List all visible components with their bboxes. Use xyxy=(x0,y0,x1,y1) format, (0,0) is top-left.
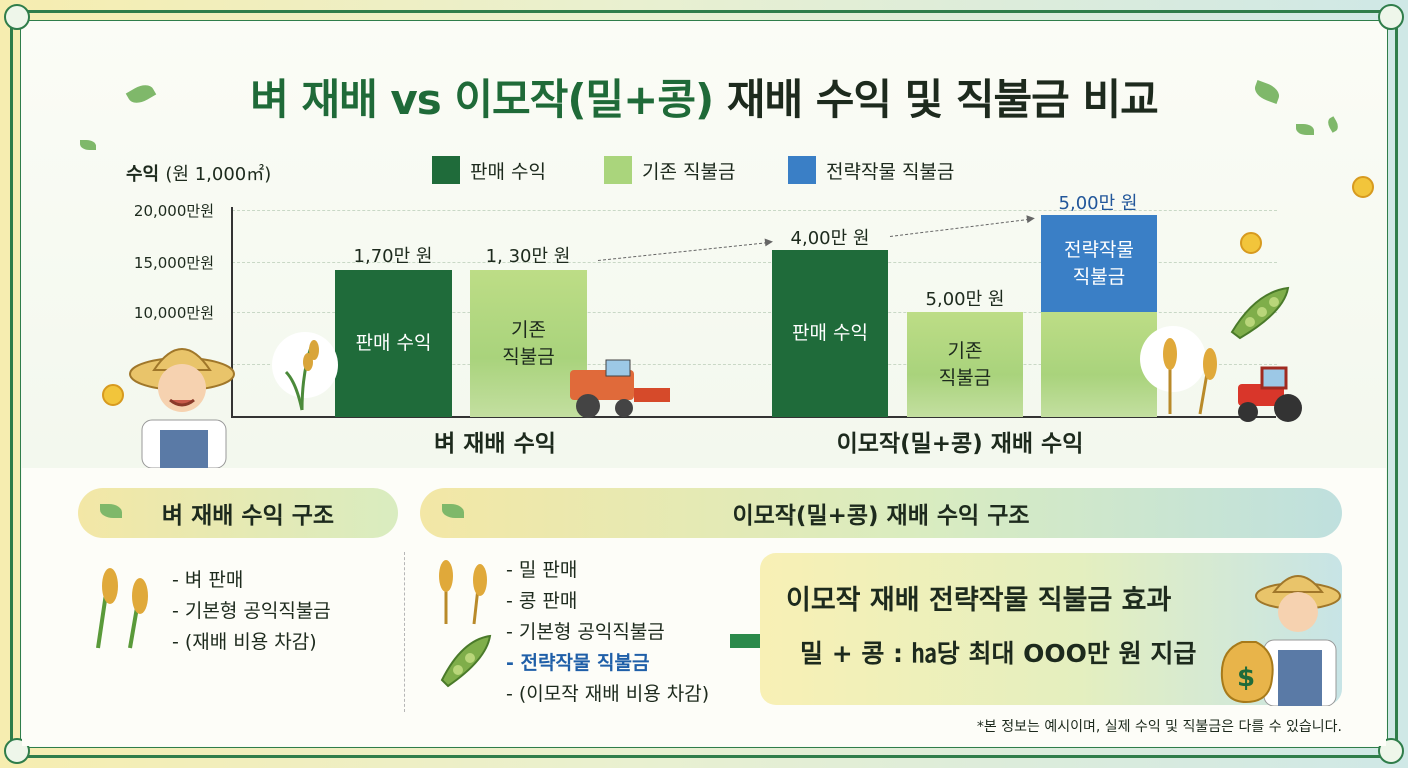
bar-value-label: 4,00만 원 xyxy=(790,228,870,249)
rice-structure-header: 벼 재배 수익 구조 xyxy=(78,488,398,538)
list-item: - 기본형 공익직불금 xyxy=(506,621,665,643)
coin-icon xyxy=(1352,176,1374,198)
legend-swatch xyxy=(788,156,816,184)
harvester-illustration xyxy=(566,358,672,424)
legend-item: 판매 수익 xyxy=(432,156,546,184)
group-label-double: 이모작(밀+콩) 재배 수익 xyxy=(836,431,1084,457)
bar-inner-label: 기존 직불금 xyxy=(502,318,555,368)
bar-inner-label: 판매 수익 xyxy=(792,322,868,344)
svg-text:$: $ xyxy=(1237,663,1255,693)
farmer-illustration xyxy=(128,334,240,472)
page-title: 벼 재배 vs 이모작(밀+콩) 재배 수익 및 직불금 비교 xyxy=(0,66,1408,127)
bar-inner-label: 기존 직불금 xyxy=(938,339,992,389)
leaf-icon xyxy=(80,140,96,150)
leaf-icon xyxy=(100,504,122,518)
bar-value-label: 5,00만 원 xyxy=(925,289,1005,310)
outer-frame xyxy=(10,10,1398,758)
divider xyxy=(404,552,405,712)
legend-swatch xyxy=(604,156,632,184)
y-axis xyxy=(231,207,233,417)
wheat-icon xyxy=(428,556,498,630)
footnote: *본 정보는 예시이며, 실제 수익 및 직불금은 다를 수 있습니다. xyxy=(976,719,1342,735)
bar-double-subsidy: 기존 직불금 xyxy=(907,312,1023,417)
x-axis xyxy=(231,416,1276,418)
bar-rice-subsidy: 기존 직불금 xyxy=(470,270,587,417)
rice-structure-title: 벼 재배 수익 구조 xyxy=(161,503,335,529)
corner-ornament xyxy=(4,4,30,30)
legend-item: 전략작물 직불금 xyxy=(788,156,954,184)
list-item: - 콩 판매 xyxy=(506,590,578,612)
gridline xyxy=(232,312,1277,313)
list-item: - 밀 판매 xyxy=(506,559,578,581)
corner-ornament xyxy=(1378,4,1404,30)
bar-double-sales: 판매 수익 xyxy=(772,250,888,417)
bar-strategic-base xyxy=(1041,312,1157,417)
y-tick-label: 20,000만원 xyxy=(133,202,214,220)
effect-title: 이모작 재배 전략작물 직불금 효과 xyxy=(786,585,1172,616)
soybean-icon xyxy=(436,630,496,694)
list-item: - 벼 판매 xyxy=(172,569,244,591)
tractor-illustration xyxy=(1232,366,1308,428)
title-part-rice: 벼 재배 vs xyxy=(250,75,455,124)
wheat-icon xyxy=(1140,326,1217,415)
gridline xyxy=(232,262,1277,263)
gridline xyxy=(232,364,1277,365)
list-item: - (재배 비용 차감) xyxy=(172,631,317,653)
legend-item: 기존 직불금 xyxy=(604,156,735,184)
bar-value-label: 1,70만 원 xyxy=(353,246,433,267)
double-structure-title: 이모작(밀+콩) 재배 수익 구조 xyxy=(732,503,1030,529)
coin-icon xyxy=(1240,232,1262,254)
list-item-highlight: - 전략작물 직불금 xyxy=(506,652,650,674)
rice-plant-icon xyxy=(74,560,164,654)
leaf-icon xyxy=(442,504,464,518)
bar-rice-sales: 판매 수익 xyxy=(335,270,452,417)
soybean-icon xyxy=(1226,282,1296,346)
y-tick-label: 10,000만원 xyxy=(133,304,214,322)
list-item: - (이모작 재배 비용 차감) xyxy=(506,683,710,705)
coin-icon xyxy=(102,384,124,406)
bar-value-label: 5,00만 원 xyxy=(1058,193,1138,214)
bar-strategic-subsidy: 전략작물 직불금 xyxy=(1041,215,1157,312)
group-label-rice: 벼 재배 수익 xyxy=(434,431,556,457)
farmer-moneybag-illustration: $ xyxy=(1212,566,1352,710)
y-tick-label: 15,000만원 xyxy=(133,254,214,272)
gridline xyxy=(232,210,1277,211)
bar-inner-label: 판매 수익 xyxy=(355,332,432,354)
effect-line: 밀 + 콩 : ㏊당 최대 OOO만 원 지급 xyxy=(800,639,1197,668)
bar-inner-label: 전략작물 직불금 xyxy=(1064,238,1134,288)
bar-value-label: 1, 30만 원 xyxy=(485,246,571,267)
legend-swatch xyxy=(432,156,460,184)
y-axis-unit: (원 1,000㎡) xyxy=(165,164,272,185)
list-item: - 기본형 공익직불금 xyxy=(172,600,331,622)
leaf-icon xyxy=(1296,124,1314,135)
y-axis-title: 수익 (원 1,000㎡) xyxy=(126,164,272,185)
title-part-rest: 재배 수익 및 직불금 비교 xyxy=(713,75,1159,124)
double-structure-header: 이모작(밀+콩) 재배 수익 구조 xyxy=(420,488,1342,538)
rice-structure-list: - 벼 판매 - 기본형 공익직불금 - (재배 비용 차감) xyxy=(172,565,331,658)
double-structure-list: - 밀 판매 - 콩 판매 - 기본형 공익직불금 - 전략작물 직불금 - (… xyxy=(506,555,709,710)
rice-plant-icon xyxy=(272,332,338,411)
title-part-double: 이모작(밀+콩) xyxy=(454,75,714,124)
